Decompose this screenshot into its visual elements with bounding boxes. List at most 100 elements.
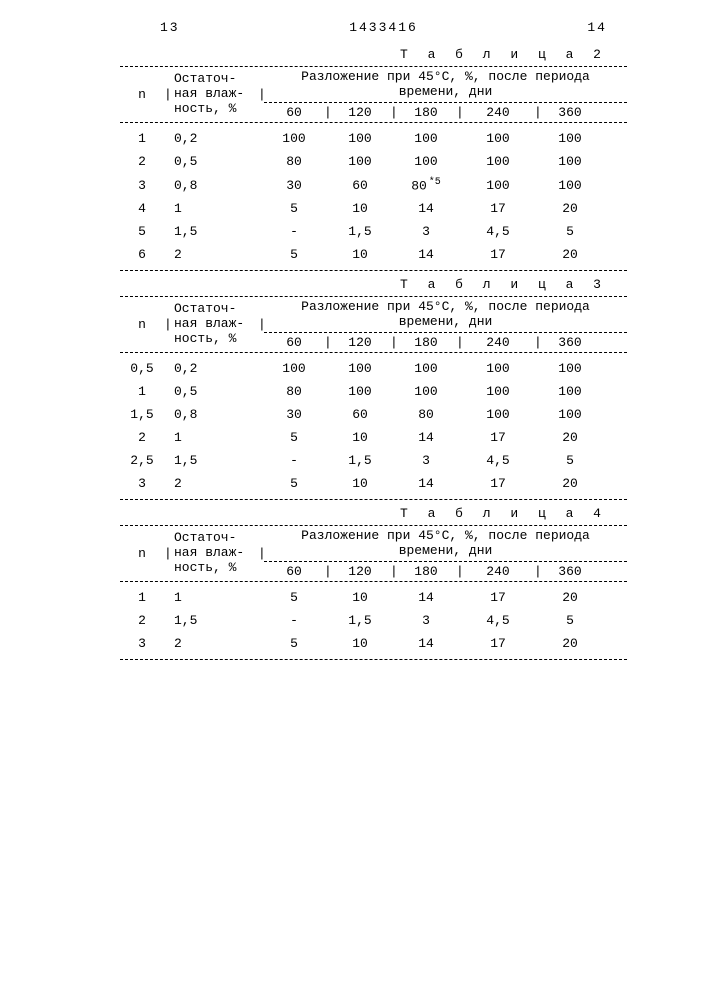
cell: 1 bbox=[170, 201, 258, 216]
cell: 1,5 bbox=[120, 407, 164, 422]
col-humidity-header: Остаточ- ная влаж- ность, % bbox=[170, 531, 258, 576]
cell: 0,5 bbox=[120, 361, 164, 376]
cell: 5 bbox=[264, 590, 324, 605]
cell: 3 bbox=[120, 476, 164, 491]
cell: 2 bbox=[170, 636, 258, 651]
cell: 100 bbox=[462, 361, 534, 376]
cell: 80 bbox=[264, 154, 324, 169]
cell: 80 bbox=[264, 384, 324, 399]
cell: 20 bbox=[540, 247, 600, 262]
cell: 4 bbox=[120, 201, 164, 216]
cell: 100 bbox=[264, 361, 324, 376]
day-120: 120 bbox=[330, 335, 390, 350]
cell: 2,5 bbox=[120, 453, 164, 468]
day-60: 60 bbox=[264, 105, 324, 120]
cell: 1,5 bbox=[170, 613, 258, 628]
table3-title: Т а б л и ц а 3 bbox=[40, 277, 607, 292]
cell: 2 bbox=[120, 613, 164, 628]
cell: 4,5 bbox=[462, 453, 534, 468]
day-120: 120 bbox=[330, 105, 390, 120]
col-n-header: n bbox=[120, 546, 164, 561]
cell: 5 bbox=[540, 224, 600, 239]
cell: 10 bbox=[330, 476, 390, 491]
cell: 17 bbox=[462, 201, 534, 216]
cell: 60 bbox=[330, 407, 390, 422]
cell: 20 bbox=[540, 430, 600, 445]
day-360: 360 bbox=[540, 105, 600, 120]
cell: 60 bbox=[330, 178, 390, 193]
day-60: 60 bbox=[264, 335, 324, 350]
cell: 100 bbox=[540, 384, 600, 399]
table-row: 3 2 5 10 14 17 20 bbox=[120, 636, 627, 651]
table-row: 5 1,5 - 1,5 3 4,5 5 bbox=[120, 224, 627, 239]
col-n-header: n bbox=[120, 317, 164, 332]
cell: 30 bbox=[264, 178, 324, 193]
cell: 1,5 bbox=[330, 613, 390, 628]
cell: 100 bbox=[330, 131, 390, 146]
table2: n | Остаточ- ная влаж- ность, % | Разлож… bbox=[120, 66, 627, 271]
day-180: 180 bbox=[396, 335, 456, 350]
cell: 100 bbox=[396, 384, 456, 399]
cell: 5 bbox=[540, 613, 600, 628]
cell: 1,5 bbox=[170, 224, 258, 239]
cell: 14 bbox=[396, 636, 456, 651]
cell: 6 bbox=[120, 247, 164, 262]
cell: 2 bbox=[120, 430, 164, 445]
cell: 5 bbox=[264, 476, 324, 491]
table-row: 3 2 5 10 14 17 20 bbox=[120, 476, 627, 491]
table-row: 4 1 5 10 14 17 20 bbox=[120, 201, 627, 216]
cell: 14 bbox=[396, 201, 456, 216]
cell: 14 bbox=[396, 430, 456, 445]
day-240: 240 bbox=[462, 335, 534, 350]
cell: 4,5 bbox=[462, 613, 534, 628]
cell: 100 bbox=[396, 131, 456, 146]
cell: 17 bbox=[462, 476, 534, 491]
day-240: 240 bbox=[462, 105, 534, 120]
cell: 0,5 bbox=[170, 154, 258, 169]
cell: 100 bbox=[396, 361, 456, 376]
table-row: 1 0,2 100 100 100 100 100 bbox=[120, 131, 627, 146]
day-60: 60 bbox=[264, 564, 324, 579]
cell: 17 bbox=[462, 636, 534, 651]
cell: 17 bbox=[462, 590, 534, 605]
cell: 100 bbox=[540, 131, 600, 146]
cell: 20 bbox=[540, 476, 600, 491]
cell: 1 bbox=[170, 590, 258, 605]
doc-number: 1433416 bbox=[349, 20, 418, 35]
day-360: 360 bbox=[540, 564, 600, 579]
table4-title: Т а б л и ц а 4 bbox=[40, 506, 607, 521]
cell: 14 bbox=[396, 247, 456, 262]
cell: 3 bbox=[120, 178, 164, 193]
cell: 1,5 bbox=[330, 224, 390, 239]
col-humidity-header: Остаточ- ная влаж- ность, % bbox=[170, 302, 258, 347]
cell: 80*5 bbox=[396, 177, 456, 193]
cell: 2 bbox=[170, 476, 258, 491]
day-240: 240 bbox=[462, 564, 534, 579]
cell: 1,5 bbox=[170, 453, 258, 468]
cell: 0,8 bbox=[170, 407, 258, 422]
table-row: 2,5 1,5 - 1,5 3 4,5 5 bbox=[120, 453, 627, 468]
cell: 1,5 bbox=[330, 453, 390, 468]
cell: 100 bbox=[264, 131, 324, 146]
cell: 100 bbox=[540, 407, 600, 422]
cell: 5 bbox=[264, 201, 324, 216]
cell: 100 bbox=[330, 154, 390, 169]
table-row: 2 0,5 80 100 100 100 100 bbox=[120, 154, 627, 169]
cell: 10 bbox=[330, 201, 390, 216]
cell: 20 bbox=[540, 201, 600, 216]
table4: n | Остаточ- ная влаж- ность, % | Разлож… bbox=[120, 525, 627, 660]
table-row: 1 0,5 80 100 100 100 100 bbox=[120, 384, 627, 399]
cell: 10 bbox=[330, 247, 390, 262]
cell: 5 bbox=[264, 247, 324, 262]
cell: 100 bbox=[462, 407, 534, 422]
cell: 1 bbox=[120, 384, 164, 399]
cell: 10 bbox=[330, 590, 390, 605]
day-180: 180 bbox=[396, 105, 456, 120]
cell: 20 bbox=[540, 636, 600, 651]
col-decomp-header: Разложение при 45°С, %, после периода вр… bbox=[264, 299, 627, 350]
cell: 30 bbox=[264, 407, 324, 422]
cell: 17 bbox=[462, 247, 534, 262]
table3: n | Остаточ- ная влаж- ность, % | Разлож… bbox=[120, 296, 627, 500]
cell: 1 bbox=[120, 590, 164, 605]
cell: 80 bbox=[396, 407, 456, 422]
